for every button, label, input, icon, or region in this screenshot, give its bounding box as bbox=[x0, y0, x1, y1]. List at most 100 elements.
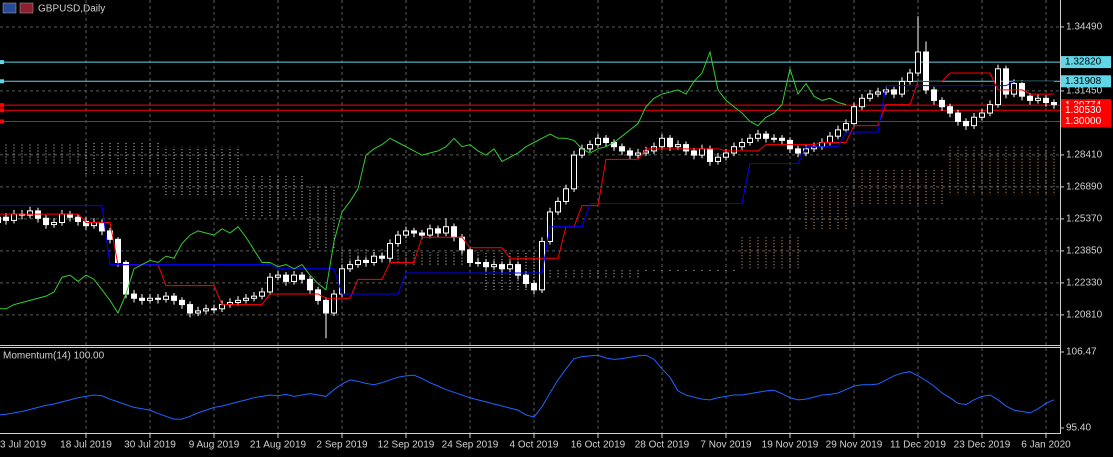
candle-body bbox=[51, 221, 57, 226]
candle-body bbox=[3, 216, 9, 221]
y-tick-label: 1.34490 bbox=[1066, 22, 1103, 33]
candle-body bbox=[867, 93, 873, 99]
candle-body bbox=[995, 68, 1001, 106]
candle-body bbox=[451, 226, 457, 238]
level-marker bbox=[0, 79, 4, 84]
candle-body bbox=[779, 137, 785, 141]
x-tick-label: 12 Sep 2019 bbox=[378, 440, 435, 451]
candle-body bbox=[115, 238, 121, 263]
candle-body bbox=[515, 264, 521, 276]
candle-body bbox=[43, 217, 49, 226]
candle-body bbox=[875, 91, 881, 95]
candle-body bbox=[491, 264, 497, 268]
candle-body bbox=[507, 264, 513, 270]
candle-body bbox=[715, 156, 721, 162]
candle-body bbox=[419, 232, 425, 236]
candle-body bbox=[11, 213, 17, 221]
candle-body bbox=[763, 133, 769, 139]
x-tick-label: 7 Nov 2019 bbox=[700, 440, 752, 451]
candle-body bbox=[635, 152, 641, 156]
x-tick-label: 18 Jul 2019 bbox=[60, 440, 112, 451]
x-tick-label: 28 Oct 2019 bbox=[635, 440, 690, 451]
y-tick-label: 1.28410 bbox=[1066, 150, 1103, 161]
candle-body bbox=[147, 297, 153, 301]
x-tick-label: 23 Dec 2019 bbox=[954, 440, 1011, 451]
candle-body bbox=[827, 135, 833, 144]
level-label-box bbox=[1061, 75, 1111, 88]
indicator-title: Momentum(14) 100.00 bbox=[3, 351, 105, 362]
y-tick-label: 1.20810 bbox=[1066, 310, 1103, 321]
candle-body bbox=[203, 308, 209, 312]
candle-body bbox=[195, 310, 201, 314]
candle-body bbox=[483, 261, 489, 268]
candle-body bbox=[403, 230, 409, 236]
candle-body bbox=[235, 299, 241, 303]
candle-body bbox=[1051, 102, 1057, 106]
candle-body bbox=[339, 268, 345, 295]
candle-body bbox=[1027, 95, 1033, 101]
x-tick-label: 3 Jul 2019 bbox=[0, 440, 47, 451]
candle-body bbox=[587, 144, 593, 150]
level-label: 1.30000 bbox=[1065, 116, 1102, 127]
candle-body bbox=[187, 304, 193, 314]
candle-body bbox=[747, 137, 753, 144]
candle-body bbox=[395, 234, 401, 245]
level-marker bbox=[0, 60, 4, 65]
level-label-box bbox=[1061, 104, 1111, 117]
candle-body bbox=[283, 274, 289, 282]
plot-layer bbox=[0, 0, 1060, 433]
candle-body bbox=[835, 129, 841, 137]
candle-body bbox=[795, 148, 801, 154]
candle-body bbox=[891, 89, 897, 95]
y-tick-label: 1.26890 bbox=[1066, 182, 1103, 193]
x-tick-label: 11 Dec 2019 bbox=[890, 440, 946, 451]
candle-body bbox=[731, 146, 737, 154]
candle-body bbox=[83, 220, 89, 227]
symbol-icon bbox=[19, 2, 34, 14]
candle-body bbox=[555, 200, 561, 213]
candle-body bbox=[411, 230, 417, 234]
x-tick-label: 19 Nov 2019 bbox=[762, 440, 819, 451]
candle-body bbox=[323, 299, 329, 314]
x-tick-label: 30 Jul 2019 bbox=[124, 440, 176, 451]
y-tick-label: 95.40 bbox=[1066, 423, 1091, 434]
candle-body bbox=[571, 154, 577, 190]
candle-body bbox=[35, 210, 41, 219]
x-tick-label: 21 Aug 2019 bbox=[250, 440, 307, 451]
x-tick-label: 29 Nov 2019 bbox=[826, 440, 883, 451]
candle-body bbox=[987, 104, 993, 114]
candle-body bbox=[851, 106, 857, 125]
candle-body bbox=[267, 276, 273, 293]
momentum-line bbox=[0, 354, 1055, 420]
y-tick-label: 106.47 bbox=[1066, 347, 1097, 358]
candle-body bbox=[627, 150, 633, 156]
candle-body bbox=[539, 240, 545, 291]
candle-body bbox=[563, 188, 569, 202]
candle-body bbox=[1003, 68, 1009, 95]
candle-body bbox=[467, 249, 473, 263]
indicator-line bbox=[0, 80, 1054, 295]
x-tick-label: 4 Oct 2019 bbox=[510, 440, 559, 451]
level-label-box bbox=[1061, 56, 1111, 69]
candle-body bbox=[675, 144, 681, 148]
candle-body bbox=[907, 72, 913, 82]
candle-body bbox=[251, 295, 257, 299]
candle-body bbox=[0, 216, 1, 223]
candle-body bbox=[99, 221, 105, 232]
candle-body bbox=[1043, 97, 1049, 104]
candle-body bbox=[619, 146, 625, 152]
candle-body bbox=[683, 144, 689, 152]
candle-body bbox=[347, 264, 353, 270]
candle-body bbox=[139, 297, 145, 301]
candle-body bbox=[603, 137, 609, 144]
candle-body bbox=[259, 291, 265, 297]
candle-body bbox=[667, 137, 673, 148]
candle-body bbox=[531, 283, 537, 291]
candle-body bbox=[939, 99, 945, 108]
chart-title: GBPUSD,Daily bbox=[38, 4, 105, 15]
level-label: 1.31908 bbox=[1065, 76, 1102, 87]
candle-body bbox=[931, 89, 937, 101]
candle-body bbox=[243, 297, 249, 301]
